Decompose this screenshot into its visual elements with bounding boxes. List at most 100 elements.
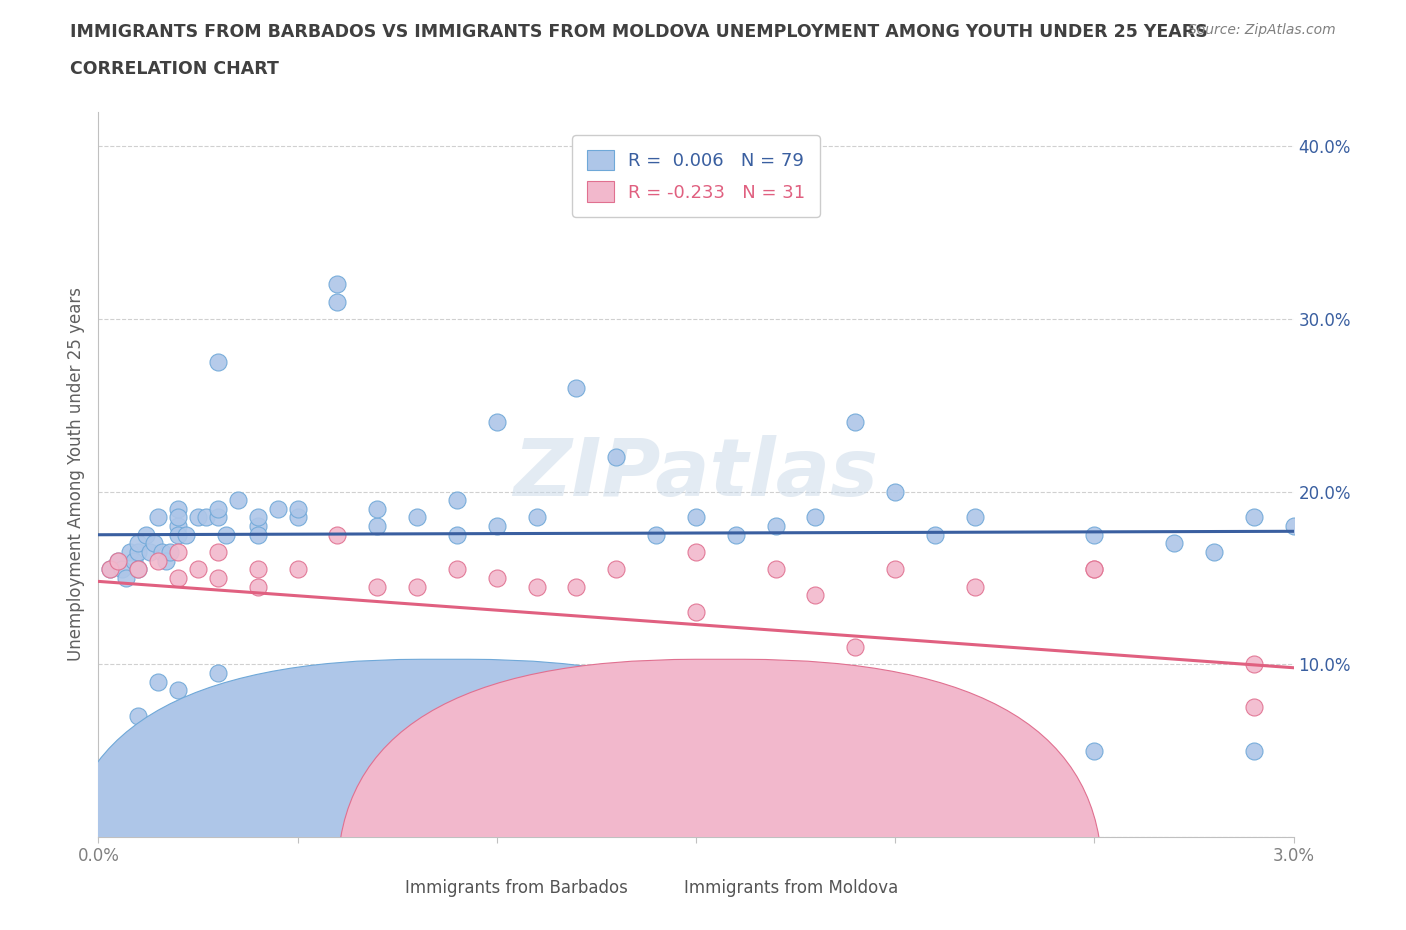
Point	[406, 510, 429, 525]
Point	[605, 562, 627, 577]
Point	[1083, 562, 1105, 577]
Point	[406, 579, 429, 594]
Point	[924, 527, 946, 542]
Text: ZIPatlas: ZIPatlas	[513, 435, 879, 513]
Point	[1282, 519, 1305, 534]
Point	[963, 579, 986, 594]
Point	[446, 674, 468, 689]
Point	[267, 501, 290, 516]
Point	[685, 605, 707, 620]
Point	[1083, 527, 1105, 542]
Point	[765, 743, 787, 758]
Text: IMMIGRANTS FROM BARBADOS VS IMMIGRANTS FROM MOLDOVA UNEMPLOYMENT AMONG YOUTH UND: IMMIGRANTS FROM BARBADOS VS IMMIGRANTS F…	[70, 23, 1208, 41]
Point	[485, 683, 508, 698]
Point	[127, 562, 149, 577]
Point	[485, 415, 508, 430]
Point	[207, 354, 229, 369]
Point	[174, 527, 197, 542]
Point	[246, 579, 269, 594]
Point	[1243, 700, 1265, 715]
Point	[124, 553, 146, 568]
Point	[724, 527, 747, 542]
Point	[127, 545, 149, 560]
Point	[159, 545, 181, 560]
Point	[605, 735, 627, 750]
Point	[167, 501, 190, 516]
Text: Immigrants from Barbados: Immigrants from Barbados	[405, 879, 628, 897]
Y-axis label: Unemployment Among Youth under 25 years: Unemployment Among Youth under 25 years	[66, 287, 84, 661]
Point	[446, 527, 468, 542]
Point	[526, 579, 548, 594]
FancyBboxPatch shape	[337, 659, 1102, 930]
Point	[326, 294, 349, 309]
Point	[446, 493, 468, 508]
Point	[1163, 536, 1185, 551]
Point	[605, 449, 627, 464]
Point	[406, 683, 429, 698]
Point	[143, 536, 166, 551]
Point	[187, 510, 209, 525]
Point	[246, 510, 269, 525]
Point	[485, 519, 508, 534]
Point	[98, 562, 122, 577]
Point	[844, 415, 866, 430]
Point	[246, 562, 269, 577]
Point	[127, 562, 149, 577]
Point	[127, 709, 149, 724]
Point	[485, 570, 508, 585]
Point	[326, 527, 349, 542]
Point	[187, 562, 209, 577]
Point	[207, 666, 229, 681]
Point	[167, 545, 190, 560]
Point	[446, 562, 468, 577]
Point	[207, 570, 229, 585]
Legend: R =  0.006   N = 79, R = -0.233   N = 31: R = 0.006 N = 79, R = -0.233 N = 31	[572, 135, 820, 217]
Point	[287, 562, 309, 577]
Point	[148, 553, 170, 568]
Point	[844, 743, 866, 758]
Point	[148, 674, 170, 689]
Point	[326, 277, 349, 292]
Text: CORRELATION CHART: CORRELATION CHART	[70, 60, 280, 78]
Point	[115, 570, 138, 585]
Point	[287, 510, 309, 525]
Point	[366, 501, 388, 516]
Text: Immigrants from Moldova: Immigrants from Moldova	[685, 879, 898, 897]
Point	[765, 562, 787, 577]
Point	[111, 562, 134, 577]
Point	[167, 527, 190, 542]
Point	[1243, 657, 1265, 671]
FancyBboxPatch shape	[63, 659, 828, 930]
Point	[685, 743, 707, 758]
Point	[246, 519, 269, 534]
Point	[804, 588, 827, 603]
Point	[765, 519, 787, 534]
Point	[155, 553, 177, 568]
Point	[215, 527, 238, 542]
Point	[207, 501, 229, 516]
Point	[565, 579, 588, 594]
Point	[107, 553, 129, 568]
Point	[366, 579, 388, 594]
Point	[127, 536, 149, 551]
Point	[1083, 743, 1105, 758]
Point	[526, 510, 548, 525]
Point	[98, 562, 122, 577]
Point	[139, 545, 162, 560]
Point	[120, 545, 142, 560]
Point	[366, 519, 388, 534]
Point	[107, 553, 129, 568]
Point	[1243, 510, 1265, 525]
Point	[366, 674, 388, 689]
Point	[148, 510, 170, 525]
Point	[685, 510, 707, 525]
Point	[167, 510, 190, 525]
Point	[167, 570, 190, 585]
Point	[685, 545, 707, 560]
Point	[526, 700, 548, 715]
Point	[963, 510, 986, 525]
Point	[565, 380, 588, 395]
Point	[195, 510, 218, 525]
Point	[207, 510, 229, 525]
Point	[1083, 562, 1105, 577]
